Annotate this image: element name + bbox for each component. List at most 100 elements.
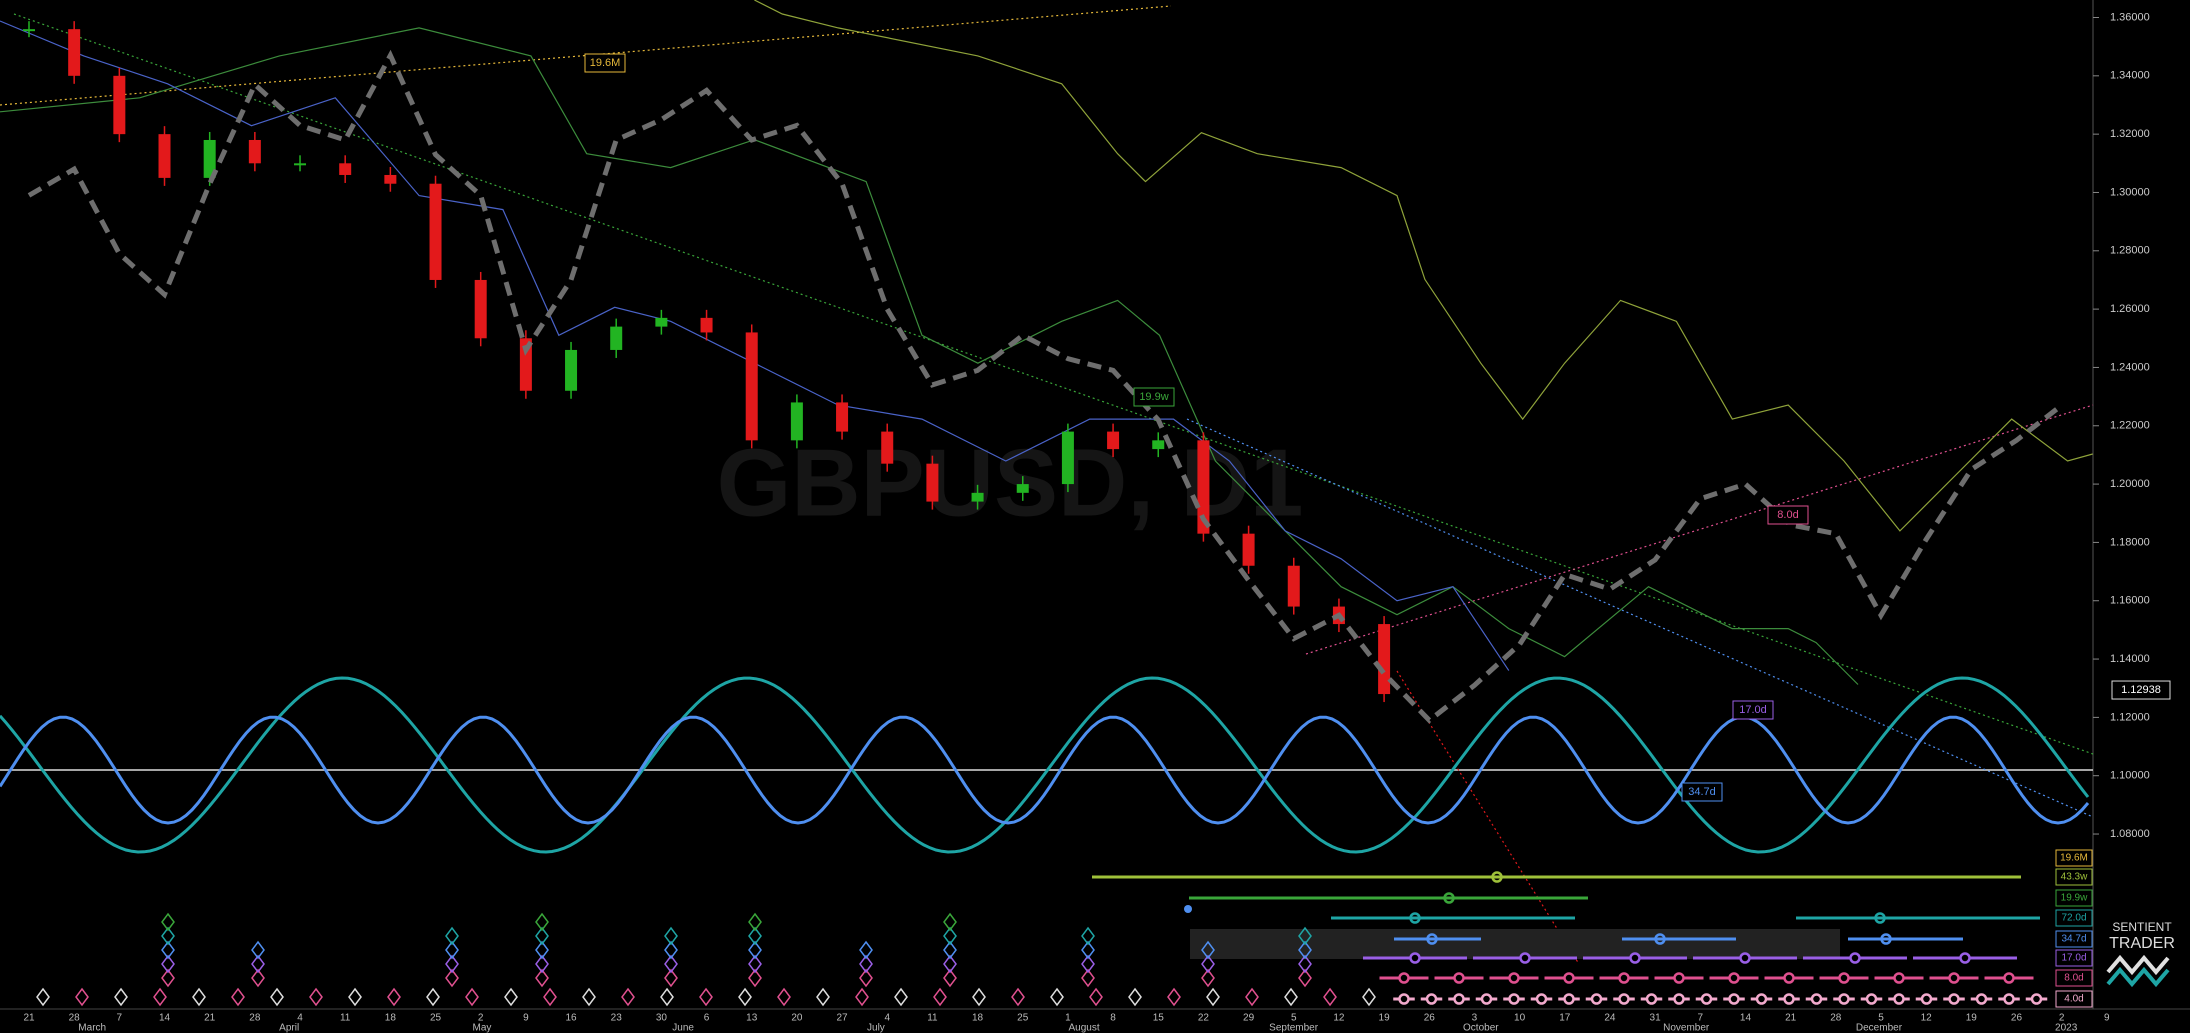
envelope-line <box>754 0 2093 532</box>
x-tick-label: 8 <box>1110 1013 1116 1024</box>
x-tick-label: 9 <box>523 1013 529 1024</box>
cycle-label: 19.6M <box>2060 853 2088 864</box>
cycle-diamond <box>270 987 284 1007</box>
cycle-diamond <box>699 987 713 1007</box>
candle <box>1152 440 1165 450</box>
cycle-diamond <box>445 940 459 960</box>
cycle-diamond <box>445 968 459 988</box>
y-tick-label: 1.22000 <box>2110 420 2150 432</box>
y-tick-label: 1.34000 <box>2110 70 2150 82</box>
candle <box>745 332 758 441</box>
x-tick-label: 4 <box>297 1013 303 1024</box>
phase-marker <box>1849 952 1861 964</box>
phase-marker <box>1508 993 1520 1005</box>
phase-marker <box>1783 972 1795 984</box>
x-tick-label: 19 <box>1379 1013 1391 1024</box>
annotation-box <box>1732 700 1774 720</box>
cycle-diamond <box>161 926 175 946</box>
phase-marker <box>1673 972 1685 984</box>
cycle-label: 72.0d <box>2061 913 2086 924</box>
x-tick-label: 24 <box>1604 1013 1616 1024</box>
phase-marker <box>1948 993 1960 1005</box>
cycle-diamond <box>504 987 518 1007</box>
phase-marker <box>1590 993 1603 1005</box>
candle <box>700 317 713 333</box>
cycle-label: 4.0d <box>2064 994 2083 1005</box>
cycle-diamond <box>1081 954 1095 974</box>
phase-marker <box>1838 993 1850 1005</box>
cycle-diamond <box>231 987 245 1007</box>
candle <box>203 139 216 178</box>
cycle-diamond <box>748 968 762 988</box>
x-tick-label: 21 <box>204 1013 216 1024</box>
phase-marker <box>1874 912 1886 924</box>
candle <box>565 349 578 391</box>
x-tick-label: 3 <box>1472 1013 1478 1024</box>
phase-marker <box>1398 972 1410 984</box>
cycle-label-box <box>2055 849 2093 867</box>
x-tick-label: 25 <box>1017 1013 1029 1024</box>
phase-marker <box>1654 933 1666 945</box>
cycle-diamond <box>251 940 265 960</box>
month-label: December <box>1856 1023 1903 1033</box>
cycle-diamond <box>933 987 947 1007</box>
cycle-diamond <box>855 987 869 1007</box>
phase-marker <box>1184 905 1192 913</box>
cycle-diamond <box>1362 987 1376 1007</box>
cycle-diamond <box>621 987 635 1007</box>
phase-marker <box>1728 972 1740 984</box>
logo-text: SENTIENT <box>2112 920 2172 934</box>
month-label: August <box>1069 1023 1100 1033</box>
cycle-label: 17.0d <box>2061 953 2086 964</box>
cycle-diamond <box>894 987 908 1007</box>
annotation-box <box>1133 387 1175 407</box>
x-tick-label: 14 <box>1740 1013 1752 1024</box>
month-label: July <box>867 1023 885 1033</box>
candle <box>158 134 171 178</box>
candle <box>1378 624 1391 695</box>
cycle-diamond <box>161 954 175 974</box>
cycle-diamond <box>748 926 762 946</box>
x-tick-label: 5 <box>1878 1013 1884 1024</box>
cycle-diamond <box>664 940 678 960</box>
phase-marker <box>1409 912 1421 924</box>
phase-marker <box>1425 993 1438 1005</box>
month-label: April <box>279 1023 299 1033</box>
x-tick-label: 15 <box>1153 1013 1165 1024</box>
annotation: 34.7d <box>1688 786 1716 798</box>
phase-marker <box>1838 972 1850 984</box>
candle <box>1197 440 1210 534</box>
candle <box>113 75 126 135</box>
x-tick-label: 28 <box>69 1013 81 1024</box>
cycle-diamond <box>445 954 459 974</box>
phase-marker <box>1728 993 1740 1005</box>
cycle-diamond <box>943 912 957 932</box>
cycle-diamond <box>161 968 175 988</box>
y-tick-label: 1.32000 <box>2110 128 2150 140</box>
x-tick-label: 26 <box>1424 1013 1436 1024</box>
cycle-diamond <box>748 912 762 932</box>
month-label: November <box>1663 1023 1710 1033</box>
annotation-box <box>584 53 626 73</box>
cycle-label-box <box>2055 990 2093 1008</box>
phase-marker <box>1563 972 1575 984</box>
cycle-diamond <box>943 954 957 974</box>
cycle-diamond <box>1081 926 1095 946</box>
phase-marker <box>1453 972 1465 984</box>
candle <box>655 317 668 327</box>
watermark: GBPUSD, D1 <box>717 429 1304 536</box>
envelope-line <box>0 27 1859 685</box>
cycle-label-box <box>2055 969 2093 987</box>
cycle-diamond <box>161 912 175 932</box>
cycle-diamond <box>114 987 128 1007</box>
y-tick-label: 1.14000 <box>2110 653 2150 665</box>
cycle-label-box <box>2055 930 2093 948</box>
x-tick-label: 9 <box>2104 1013 2110 1024</box>
x-tick-label: 10 <box>1514 1013 1526 1024</box>
cycle-label-box <box>2055 889 2093 907</box>
annotation-box <box>1681 782 1723 802</box>
phase-marker <box>1645 993 1658 1005</box>
x-tick-label: 6 <box>704 1013 710 1024</box>
x-tick-label: 11 <box>340 1013 351 1024</box>
